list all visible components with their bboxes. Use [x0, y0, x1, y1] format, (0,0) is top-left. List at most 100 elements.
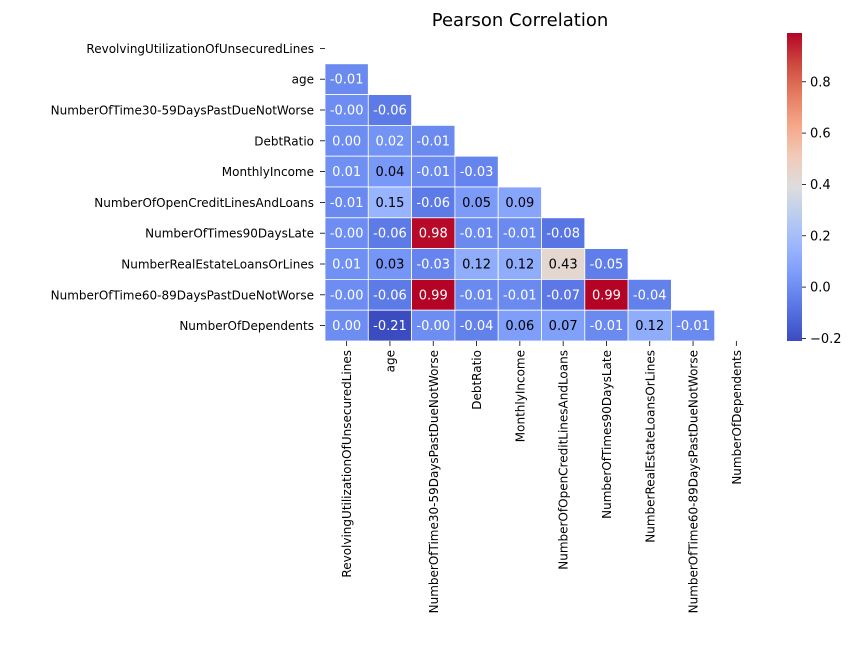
x-tick-label: NumberOfOpenCreditLinesAndLoans	[557, 350, 571, 570]
y-tick-label: RevolvingUtilizationOfUnsecuredLines	[86, 42, 314, 56]
heatmap-cell	[411, 309, 456, 342]
heatmap-cell	[411, 125, 456, 157]
y-tick-label: NumberOfTime30-59DaysPastDueNotWorse	[51, 104, 314, 118]
cell-value-label: -0.06	[416, 196, 450, 211]
cell-value-label: 0.01	[332, 258, 361, 273]
y-tick-label: NumberOfTime60-89DaysPastDueNotWorse	[51, 288, 314, 302]
cell-value-label: -0.01	[503, 288, 537, 303]
cell-value-label: -0.01	[676, 319, 710, 334]
heatmap-cell	[324, 63, 369, 95]
cell-value-label: 0.09	[505, 196, 534, 211]
heatmap-cell	[324, 309, 369, 342]
y-tick-label: DebtRatio	[254, 134, 314, 148]
cell-value-label: -0.03	[460, 165, 494, 180]
heatmap-cell	[367, 217, 412, 250]
x-axis-labels: RevolvingUtilizationOfUnsecuredLines age N…	[340, 341, 744, 613]
colorbar: −0.2 0.0 0.2 0.4 0.6 0.8	[787, 33, 842, 347]
heatmap-cell	[324, 248, 369, 280]
cell-value-label: 0.15	[375, 196, 404, 211]
heatmap-cell	[584, 309, 629, 342]
cell-value-label: -0.07	[546, 288, 580, 303]
cell-value-label: 0.43	[549, 258, 578, 273]
x-tick-label: NumberOfTime60-89DaysPastDueNotWorse	[687, 350, 701, 613]
cell-value-label: 0.04	[375, 165, 404, 180]
x-tick-label: NumberOfDependents	[730, 350, 744, 485]
heatmap-cell	[411, 278, 456, 311]
heatmap-cell	[497, 217, 542, 250]
cell-value-label: -0.01	[503, 227, 537, 242]
y-tick-label: MonthlyIncome	[222, 165, 314, 179]
chart-title: Pearson Correlation	[432, 10, 609, 31]
cell-value-label: -0.06	[373, 104, 407, 119]
heatmap-cell	[627, 278, 672, 311]
colorbar-tick-label: 0.4	[810, 178, 831, 193]
heatmap-cell	[454, 309, 499, 342]
cell-value-label: -0.01	[460, 227, 494, 242]
x-tick-label: MonthlyIncome	[513, 350, 527, 442]
heatmap-cell	[324, 278, 369, 311]
cell-value-label: 0.05	[462, 196, 491, 211]
cell-value-label: -0.01	[460, 288, 494, 303]
cell-value-label: -0.04	[633, 288, 667, 303]
x-tick-label: age	[383, 350, 397, 372]
cell-value-label: 0.02	[375, 134, 404, 149]
colorbar-tick-label: 0.2	[810, 229, 831, 244]
cell-value-label: 0.03	[375, 258, 404, 273]
colorbar-tick-label: −0.2	[810, 332, 842, 347]
x-tick-label: NumberOfTimes90DaysLate	[600, 350, 614, 519]
y-axis-labels: RevolvingUtilizationOfUnsecuredLines age N…	[51, 42, 325, 333]
colorbar-tick-label: 0.6	[810, 127, 831, 142]
y-tick-label: NumberRealEstateLoansOrLines	[121, 258, 314, 272]
cell-value-label: -0.00	[416, 319, 450, 334]
y-tick-label: NumberOfOpenCreditLinesAndLoans	[94, 196, 314, 210]
heatmap-cell	[324, 94, 369, 126]
cell-value-label: 0.12	[505, 258, 534, 273]
colorbar-tick-label: 0.0	[810, 281, 831, 296]
cell-value-label: -0.08	[546, 227, 580, 242]
cell-value-label: -0.05	[590, 258, 624, 273]
y-tick-label: age	[292, 73, 314, 87]
heatmap-cell	[411, 217, 456, 250]
x-tick-label: RevolvingUtilizationOfUnsecuredLines	[340, 350, 354, 578]
cell-value-label: 0.06	[505, 319, 534, 334]
y-tick-label: NumberOfTimes90DaysLate	[145, 227, 314, 241]
cell-value-label: -0.01	[416, 134, 450, 149]
cell-value-label: -0.21	[373, 319, 407, 334]
heatmap-cell	[367, 248, 412, 280]
x-tick-label: NumberOfTime30-59DaysPastDueNotWorse	[427, 350, 441, 613]
cell-value-label: 0.99	[419, 288, 448, 303]
cell-value-label: 0.12	[635, 319, 664, 334]
cell-value-label: 0.12	[462, 258, 491, 273]
cell-value-label: 0.98	[419, 227, 448, 242]
cell-value-label: -0.01	[590, 319, 624, 334]
heatmap-cell	[541, 217, 586, 250]
cell-value-label: 0.99	[592, 288, 621, 303]
cell-value-label: 0.00	[332, 319, 361, 334]
heatmap-cell	[541, 248, 586, 280]
cell-value-label: -0.03	[416, 258, 450, 273]
heatmap-cell	[671, 309, 716, 342]
y-tick-label: NumberOfDependents	[179, 319, 314, 333]
cell-value-label: -0.01	[416, 165, 450, 180]
x-tick-label: NumberRealEstateLoansOrLines	[643, 350, 657, 543]
colorbar-gradient	[787, 33, 802, 341]
heatmap-cell	[454, 186, 499, 219]
cell-value-label: -0.01	[330, 196, 364, 211]
colorbar-tick-label: 0.8	[810, 75, 831, 90]
cell-value-label: -0.00	[330, 227, 364, 242]
cell-value-label: -0.06	[373, 227, 407, 242]
heatmap-cell	[584, 248, 629, 280]
heatmap-cells: -0.01 -0.00 -0.06 0.00 0.02 -0.01 0.01 0.04 -0.0…	[324, 63, 716, 342]
heatmap-cell	[367, 186, 412, 219]
cell-value-label: -0.04	[460, 319, 494, 334]
heatmap-cell	[367, 155, 412, 188]
cell-value-label: -0.00	[330, 104, 364, 119]
cell-value-label: -0.06	[373, 288, 407, 303]
cell-value-label: 0.07	[549, 319, 578, 334]
heatmap-cell	[454, 155, 499, 188]
cell-value-label: 0.00	[332, 134, 361, 149]
cell-value-label: -0.01	[330, 73, 364, 88]
cell-value-label: -0.00	[330, 288, 364, 303]
cell-value-label: 0.01	[332, 165, 361, 180]
